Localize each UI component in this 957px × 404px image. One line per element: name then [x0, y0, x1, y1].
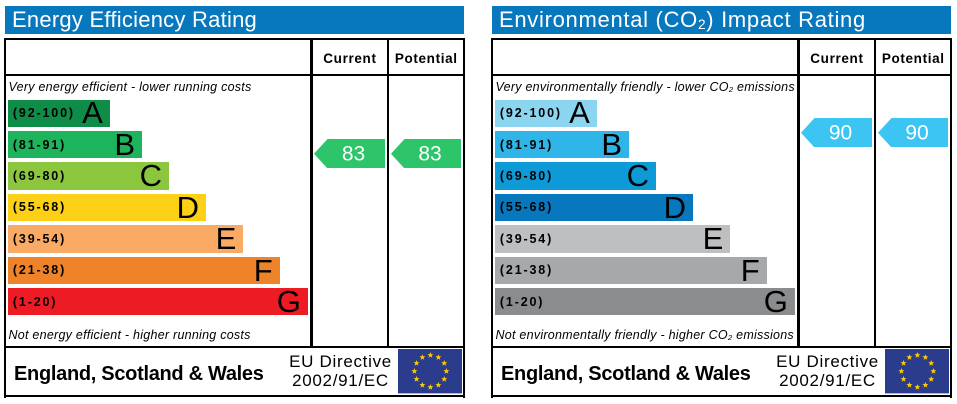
svg-text:90: 90 [905, 121, 928, 144]
svg-text:90: 90 [829, 121, 852, 144]
svg-text:83: 83 [418, 142, 441, 165]
svg-text:83: 83 [342, 142, 365, 165]
